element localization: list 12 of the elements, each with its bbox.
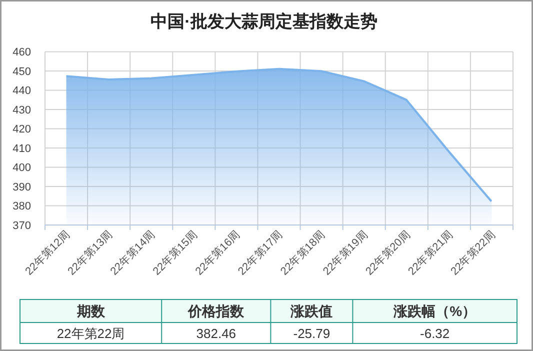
- table: 期数 价格指数 涨跌值 涨跌幅（%） 22年第22周 382.46 -25.79 -6.32: [20, 299, 518, 344]
- y-tick-label: 440: [12, 85, 31, 98]
- y-tick-label: 380: [12, 200, 31, 213]
- y-tick-label: 370: [12, 220, 31, 232]
- chart-title: 中国·批发大蒜周定基指数走势: [150, 12, 378, 31]
- y-tick-label: 390: [12, 181, 31, 194]
- y-tick-label: 460: [12, 46, 31, 59]
- y-tick-label: 420: [12, 124, 31, 136]
- y-tick-label: 430: [12, 104, 31, 116]
- y-tick-label: 450: [12, 66, 31, 78]
- y-tick-label: 410: [12, 142, 31, 155]
- y-tick-label: 400: [12, 162, 31, 174]
